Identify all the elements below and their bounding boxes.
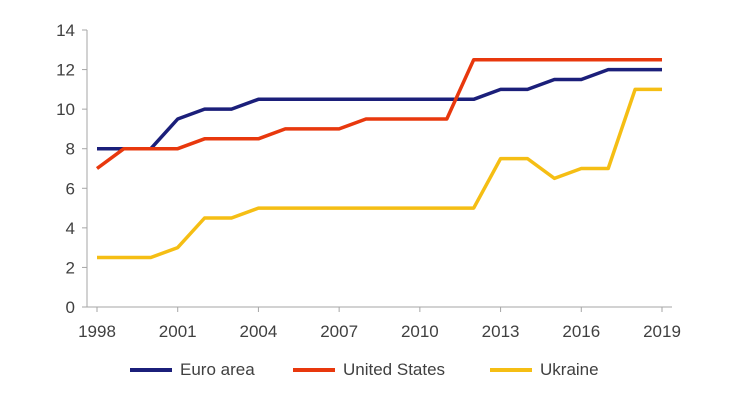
- x-tick-label: 2013: [482, 322, 520, 341]
- series-line-euro-area: [97, 67, 662, 151]
- x-tick-label: 2007: [320, 322, 358, 341]
- y-tick-label: 8: [66, 140, 75, 159]
- y-tick-label: 2: [66, 258, 75, 277]
- y-tick-label: 14: [56, 21, 75, 40]
- legend-item-united-states: United States: [293, 360, 445, 380]
- y-tick-label: 10: [56, 100, 75, 119]
- x-tick-label: 2001: [159, 322, 197, 341]
- y-tick-label: 12: [56, 61, 75, 80]
- legend-item-euro-area: Euro area: [130, 360, 255, 380]
- x-tick-label: 2010: [401, 322, 439, 341]
- legend-swatch-euro-area: [130, 368, 172, 372]
- legend-swatch-united-states: [293, 368, 335, 372]
- x-tick-label: 1998: [78, 322, 116, 341]
- x-tick-label: 2004: [240, 322, 278, 341]
- series-lines: [95, 57, 662, 260]
- series-line-ukraine: [97, 87, 662, 260]
- legend-swatch-ukraine: [490, 368, 532, 372]
- y-tick-label: 0: [66, 298, 75, 317]
- legend-item-ukraine: Ukraine: [490, 360, 599, 380]
- x-axis: 1998 2001 2004 2007 2010 2013 2016 2019: [78, 306, 681, 341]
- x-tick-label: 2019: [643, 322, 681, 341]
- y-tick-label: 6: [66, 179, 75, 198]
- line-chart: 0 2 4 6 8 10 12 14 1998 2001 2004 2007 2010 2013 2016…: [56, 21, 681, 341]
- y-tick-label: 4: [66, 219, 75, 238]
- y-axis: 0 2 4 6 8 10 12 14: [56, 21, 88, 317]
- legend-label: Ukraine: [540, 360, 599, 379]
- x-tick-label: 2016: [562, 322, 600, 341]
- legend-label: United States: [343, 360, 446, 379]
- legend-label: Euro area: [180, 360, 255, 379]
- legend: Euro area United States Ukraine: [0, 360, 730, 390]
- series-line-united-states: [95, 57, 662, 170]
